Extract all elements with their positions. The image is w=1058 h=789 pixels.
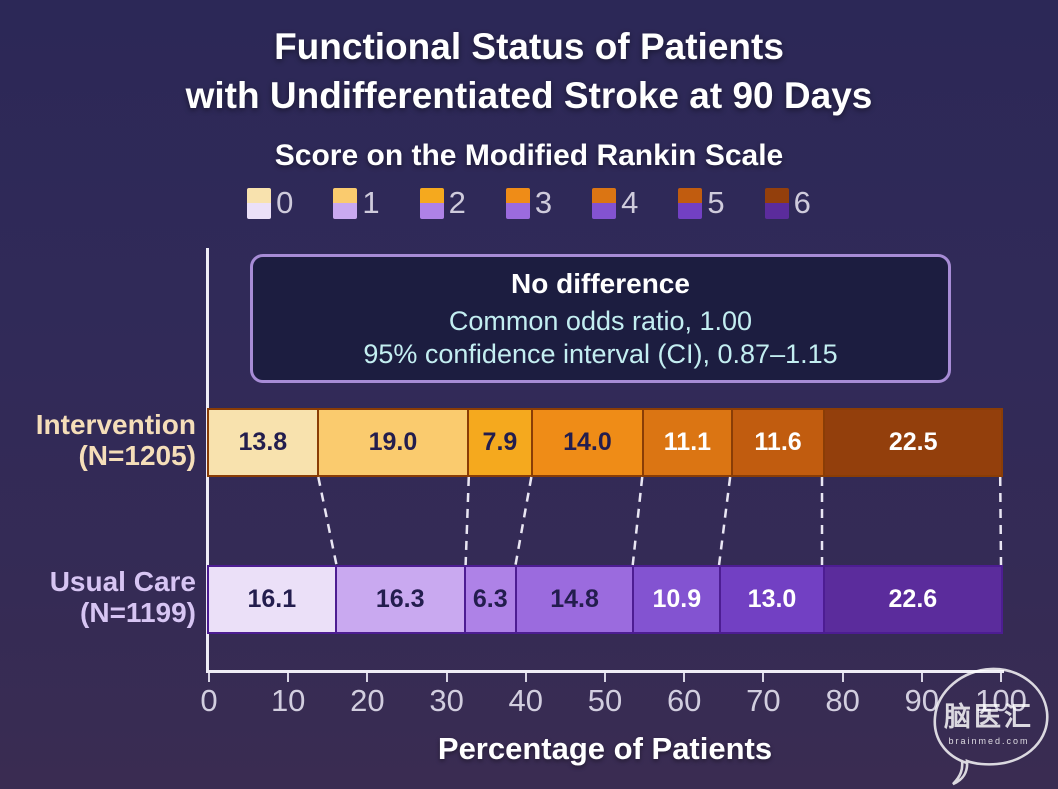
connector-dash-line [631, 476, 644, 566]
x-tick-mark [683, 673, 686, 682]
legend-label: 1 [362, 185, 380, 220]
x-tick-label: 30 [429, 683, 464, 718]
legend-item-2: 2 [419, 185, 466, 221]
bar-segment-mrs-5: 11.6 [730, 410, 824, 475]
legend-label: 0 [276, 185, 294, 220]
bar-segment-mrs-2: 6.3 [463, 567, 515, 632]
bar-segment-mrs-1: 19.0 [316, 410, 468, 475]
bar-segment-mrs-0: 16.1 [209, 567, 335, 632]
usual-care-n-label: (N=1199) [80, 597, 196, 628]
legend-label: 6 [793, 185, 811, 220]
bar-segment-mrs-4: 11.1 [642, 410, 731, 475]
x-tick-mark [920, 673, 923, 682]
legend-item-0: 0 [247, 185, 293, 221]
x-tick-label: 40 [508, 683, 544, 718]
x-tick-mark [1000, 673, 1002, 682]
bar-segment-mrs-6: 22.5 [823, 410, 1002, 475]
intervention-n-label: (N=1205) [78, 440, 196, 471]
intervention-row-label: Intervention (N=1205) [0, 409, 196, 471]
bar-segment-mrs-5: 13.0 [719, 567, 823, 632]
usual-care-stacked-bar: 16.1 16.3 6.3 14.8 10.9 13.0 22.6 [207, 565, 1003, 634]
intervention-stacked-bar: 13.8 19.0 7.9 14.0 11.1 11.6 22.5 [207, 408, 1003, 477]
legend-label: 3 [534, 185, 553, 220]
watermark-en-text: brainmed.com [948, 736, 1029, 746]
connector-dash-line [514, 476, 533, 566]
bar-segment-mrs-6: 22.6 [822, 567, 1001, 632]
x-tick-mark [366, 673, 369, 682]
bar-segment-mrs-4: 10.9 [632, 567, 720, 632]
bar-segment-mrs-3: 14.0 [530, 410, 643, 475]
legend-item-6: 6 [764, 185, 811, 221]
legend-item-5: 5 [678, 185, 725, 221]
x-tick-label: 70 [746, 683, 781, 718]
legend-label: 2 [448, 185, 466, 220]
usual-care-series-name: Usual Care [49, 566, 196, 597]
legend-swatch-icon [247, 187, 272, 219]
bar-segment-mrs-0: 13.8 [209, 410, 317, 475]
intervention-series-name: Intervention [35, 409, 196, 440]
connector-dash-line [998, 476, 1003, 566]
legend-item-1: 1 [333, 185, 380, 221]
legend-swatch-icon [764, 187, 789, 219]
x-axis-title: Percentage of Patients [437, 731, 773, 766]
odds-ratio-text: Common odds ratio, 1.00 [448, 306, 753, 336]
legend-label: 4 [621, 185, 639, 220]
speech-bubble-outline [933, 667, 1049, 786]
legend-swatch-icon [419, 187, 444, 219]
x-tick-mark [208, 673, 210, 682]
result-callout-box: No difference Common odds ratio, 1.00 95… [250, 254, 951, 383]
usual-care-row-label: Usual Care (N=1199) [0, 566, 196, 628]
no-difference-heading: No difference [511, 268, 690, 299]
x-tick-label: 20 [350, 683, 385, 718]
confidence-interval-text: 95% confidence interval (CI), 0.87–1.15 [363, 339, 838, 369]
x-tick-label: 50 [587, 683, 623, 718]
connector-dash-line [717, 476, 732, 566]
x-tick-mark [604, 673, 606, 682]
x-tick-label: 90 [904, 683, 940, 718]
x-tick-mark [841, 673, 844, 682]
legend-label: 5 [707, 185, 725, 220]
legend-item-4: 4 [592, 185, 638, 221]
legend-swatch-icon [592, 187, 617, 219]
brainmed-watermark-logo: 脑医汇 brainmed.com [933, 667, 1049, 786]
chart-subtitle: Score on the Modified Rankin Scale [274, 139, 784, 172]
x-tick-label: 80 [825, 683, 860, 718]
x-tick-mark [762, 673, 765, 682]
legend-swatch-icon [678, 187, 703, 219]
x-tick-mark [445, 673, 448, 682]
x-tick-label: 10 [270, 683, 306, 718]
legend-swatch-icon [505, 187, 530, 219]
legend-item-3: 3 [505, 185, 553, 221]
bar-segment-mrs-1: 16.3 [334, 567, 464, 632]
chart-title-line2: with Undifferentiated Stroke at 90 Days [185, 75, 873, 116]
bar-segment-mrs-2: 7.9 [467, 410, 531, 475]
x-axis-line [206, 670, 1004, 673]
x-tick-label: 0 [200, 683, 218, 718]
connector-dash-line [464, 476, 471, 566]
x-tick-label: 60 [666, 683, 702, 718]
legend-swatch-icon [333, 187, 358, 219]
watermark-cn-text: 脑医汇 [944, 702, 1034, 732]
chart-title: Functional Status of Patients with Undif… [0, 22, 1058, 120]
x-tick-label: 100 [975, 683, 1027, 718]
connector-dash-line [317, 476, 338, 566]
bar-segment-mrs-3: 14.8 [514, 567, 633, 632]
x-tick-mark [287, 673, 290, 682]
x-tick-mark [524, 673, 527, 682]
mrs-score-legend: 0 1 2 3 4 5 6 [0, 185, 1058, 221]
chart-title-line1: Functional Status of Patients [274, 26, 784, 67]
